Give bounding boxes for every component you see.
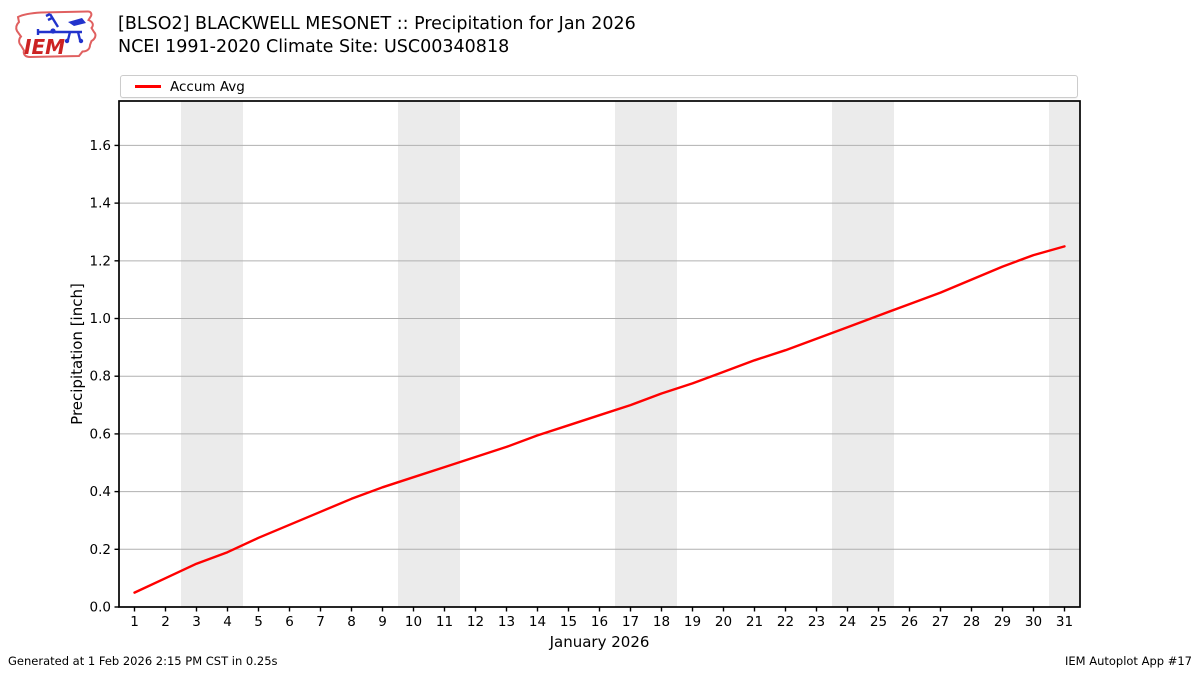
weekend-band [832, 101, 894, 607]
x-tick-label: 9 [378, 614, 387, 630]
y-tick-label: 0.8 [90, 369, 111, 385]
x-tick-label: 22 [777, 614, 794, 630]
x-tick-label: 7 [316, 614, 325, 630]
x-tick-label: 6 [285, 614, 294, 630]
y-tick-label: 1.6 [90, 138, 111, 154]
y-tick-label: 0.2 [90, 542, 111, 558]
x-tick-label: 21 [746, 614, 763, 630]
logo-text: IEM [24, 35, 65, 59]
anemometer-cup [78, 38, 84, 44]
x-tick-label: 5 [254, 614, 263, 630]
anemometer-cup [50, 28, 56, 34]
x-tick-label: 17 [622, 614, 639, 630]
x-tick-label: 25 [870, 614, 887, 630]
y-tick-label: 0.6 [90, 426, 111, 442]
page-subtitle: NCEI 1991-2020 Climate Site: USC00340818 [118, 37, 510, 57]
x-tick-label: 18 [653, 614, 670, 630]
x-tick-label: 28 [963, 614, 980, 630]
x-tick-label: 27 [932, 614, 949, 630]
weekend-band [398, 101, 460, 607]
x-tick-label: 29 [994, 614, 1011, 630]
y-tick-label: 0.4 [90, 484, 111, 500]
x-tick-label: 31 [1056, 614, 1073, 630]
x-tick-label: 10 [405, 614, 422, 630]
y-tick-label: 1.0 [90, 311, 111, 327]
x-axis-label: January 2026 [549, 633, 650, 651]
x-tick-label: 24 [839, 614, 856, 630]
x-tick-label: 20 [715, 614, 732, 630]
x-tick-label: 23 [808, 614, 825, 630]
y-tick-label: 1.2 [90, 253, 111, 269]
x-tick-label: 30 [1025, 614, 1042, 630]
x-tick-label: 13 [498, 614, 515, 630]
y-tick-label: 1.4 [90, 196, 111, 212]
legend: Accum Avg [120, 75, 1078, 98]
weekend-band [181, 101, 243, 607]
page-title: [BLSO2] BLACKWELL MESONET :: Precipitati… [118, 14, 636, 34]
accum-avg-line-swatch [135, 85, 161, 88]
plot-border [118, 100, 1081, 608]
legend-label: Accum Avg [170, 78, 245, 95]
x-tick-label: 16 [591, 614, 608, 630]
weekend-band [615, 101, 677, 607]
x-tick-label: 11 [436, 614, 453, 630]
app-credit-text: IEM Autoplot App #17 [1064, 654, 1192, 668]
x-tick-label: 1 [130, 614, 139, 630]
x-tick-label: 14 [529, 614, 546, 630]
y-tick-label: 0.0 [90, 600, 111, 616]
x-tick-label: 2 [161, 614, 170, 630]
weekend-band [1049, 101, 1080, 607]
x-tick-label: 4 [223, 614, 232, 630]
iem-logo: IEM [15, 10, 97, 59]
x-tick-label: 8 [347, 614, 356, 630]
x-tick-label: 19 [684, 614, 701, 630]
x-tick-label: 26 [901, 614, 918, 630]
y-axis-label: Precipitation [inch] [68, 283, 86, 425]
x-tick-label: 15 [560, 614, 577, 630]
x-tick-label: 3 [192, 614, 201, 630]
anemometer-cup [64, 38, 70, 44]
chart-title-block: [BLSO2] BLACKWELL MESONET :: Precipitati… [118, 13, 636, 59]
generated-at-text: Generated at 1 Feb 2026 2:15 PM CST in 0… [8, 654, 278, 668]
weather-station-icon [36, 12, 86, 41]
accum-avg-line [133, 245, 1066, 594]
x-tick-label: 12 [467, 614, 484, 630]
